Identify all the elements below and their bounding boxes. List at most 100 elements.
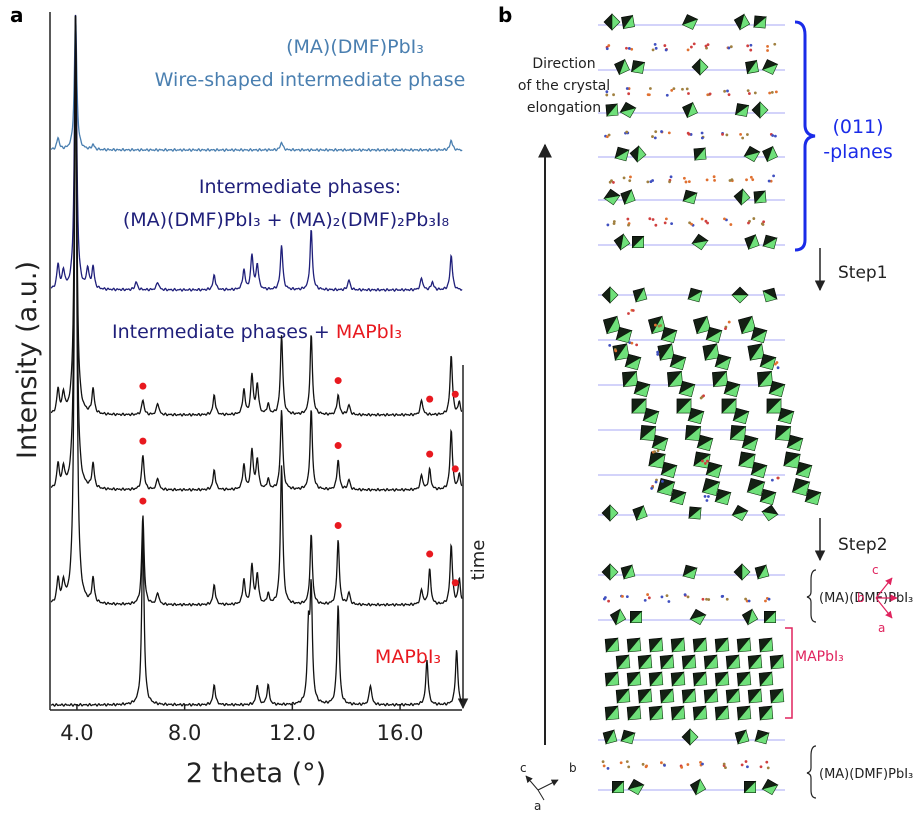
- molecule-atom: [630, 341, 634, 345]
- octahedron: [670, 705, 686, 721]
- octahedron-face: [601, 286, 611, 304]
- octahedron: [725, 654, 741, 670]
- octahedron-face: [671, 671, 686, 687]
- octahedron: [754, 564, 770, 580]
- xrd-pattern: [50, 15, 463, 417]
- molecule-atom: [774, 90, 778, 94]
- molecule-atom: [683, 593, 687, 596]
- molecule-atom: [665, 594, 669, 598]
- octahedron: [745, 59, 759, 75]
- octahedron-face: [611, 780, 624, 793]
- annotation-text: Intermediate phases +: [112, 321, 330, 343]
- octahedron-face: [704, 688, 719, 704]
- octahedron-face: [770, 654, 785, 670]
- octahedron: [614, 58, 630, 76]
- molecule-atom: [770, 91, 774, 94]
- mapbi3-marker: [451, 579, 459, 587]
- octahedron-face: [715, 671, 730, 687]
- octahedron-face: [639, 425, 657, 441]
- octahedron: [687, 287, 703, 303]
- phase-label: (MA)(DMF)PbI₃: [819, 591, 913, 606]
- xrd-pattern: [50, 16, 463, 607]
- x-axis-label: 2 theta (°): [186, 758, 326, 789]
- octahedron-face: [715, 705, 730, 721]
- molecule-atom: [686, 763, 690, 766]
- molecule-atom: [686, 48, 690, 52]
- molecule-atom: [762, 220, 766, 224]
- xrd-pattern: [50, 14, 463, 292]
- molecule-atom: [647, 93, 651, 97]
- octahedron-face: [783, 453, 801, 469]
- molecule-atom: [745, 178, 748, 182]
- octahedron-face: [759, 637, 774, 653]
- molecule-atom: [776, 366, 780, 370]
- octahedron-face: [761, 511, 779, 522]
- molecule-atom: [746, 89, 750, 93]
- octahedron-face: [627, 784, 645, 796]
- molecule-atom: [612, 220, 616, 223]
- octahedron: [714, 353, 732, 371]
- octahedron: [678, 380, 696, 398]
- mapbi3-marker: [139, 497, 147, 505]
- molecule-atom: [612, 93, 615, 97]
- molecule-atom: [692, 42, 696, 46]
- molecule-atom: [766, 49, 769, 52]
- octahedron: [602, 729, 618, 745]
- molecule-atom: [687, 92, 690, 95]
- x-tick-label: 4.0: [60, 721, 93, 745]
- octahedron-face: [676, 398, 692, 414]
- octahedron: [622, 370, 638, 388]
- octahedron: [648, 637, 664, 653]
- molecule-atom: [761, 223, 765, 226]
- octahedron-face: [609, 286, 619, 304]
- phase-label: (MA)(DMF)PbI₃: [819, 767, 913, 782]
- octahedron-face: [648, 453, 666, 469]
- molecule-atom: [665, 93, 669, 97]
- molecule-atom: [700, 217, 704, 221]
- mapbi3-marker: [139, 382, 147, 390]
- molecule-atom: [724, 766, 727, 770]
- molecule-atom: [602, 764, 606, 768]
- octahedron: [642, 407, 660, 425]
- molecule-atom: [669, 175, 673, 179]
- molecule-atom: [625, 760, 629, 764]
- molecule-atom: [651, 135, 654, 138]
- octahedron: [741, 608, 759, 626]
- octahedron-face: [688, 507, 702, 520]
- octahedron: [769, 654, 785, 670]
- axis-label: a: [534, 799, 541, 813]
- molecule-atom: [664, 48, 668, 52]
- octahedron: [603, 13, 621, 31]
- octahedron-face: [731, 286, 749, 296]
- octahedron-face: [682, 567, 698, 580]
- molecule-atom: [704, 219, 708, 223]
- octahedron: [712, 370, 728, 388]
- octahedron: [733, 13, 751, 31]
- octahedron: [774, 425, 792, 441]
- octahedron: [637, 688, 653, 704]
- octahedron-face: [649, 671, 664, 687]
- octahedron: [692, 671, 708, 687]
- octahedron: [758, 705, 774, 721]
- octahedron-face: [622, 14, 635, 29]
- octahedron: [648, 451, 666, 469]
- molecule-atom: [739, 132, 742, 136]
- molecule-atom: [769, 179, 773, 183]
- octahedron-face: [678, 383, 696, 398]
- molecule-atom: [660, 595, 664, 599]
- molecule-atom: [727, 320, 731, 324]
- octahedron: [762, 234, 778, 250]
- molecule-atom: [614, 349, 618, 353]
- octahedron: [750, 326, 768, 344]
- octahedron-face: [623, 564, 636, 580]
- octahedron-face: [739, 13, 751, 31]
- octahedron: [721, 398, 737, 414]
- molecule-atom: [625, 130, 629, 134]
- molecule-atom: [730, 178, 734, 182]
- octahedron: [736, 637, 752, 653]
- octahedron-face: [633, 383, 651, 398]
- octahedron: [601, 504, 619, 522]
- x-tick-label: 16.0: [377, 721, 424, 745]
- octahedron-face: [622, 370, 638, 388]
- octahedron: [729, 425, 747, 441]
